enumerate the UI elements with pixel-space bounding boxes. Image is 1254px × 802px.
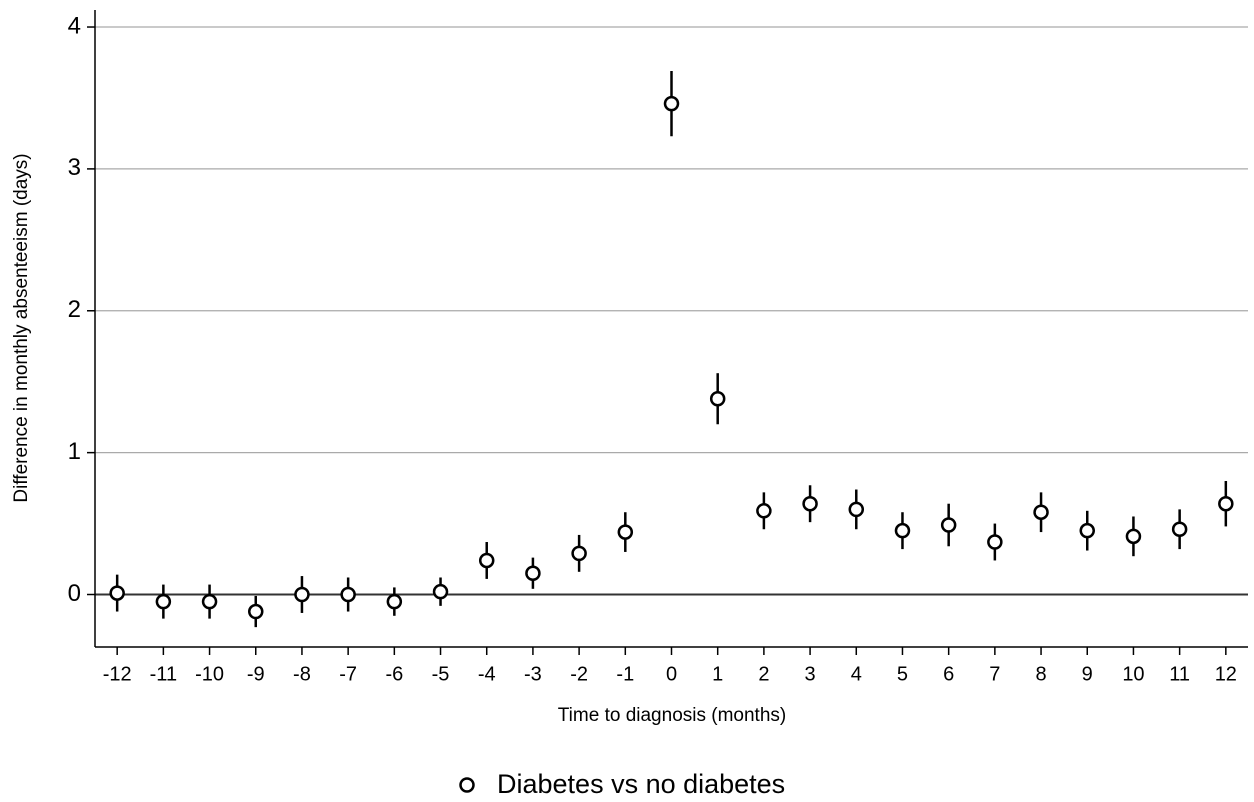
point: [478, 552, 495, 569]
point: [432, 583, 449, 600]
y-tick-label: 0: [68, 580, 81, 607]
x-tick-label: 1: [712, 663, 723, 685]
legend-label: Diabetes vs no diabetes: [497, 769, 785, 799]
x-tick-label: 12: [1215, 663, 1237, 685]
point: [109, 585, 125, 601]
x-axis-title: Time to diagnosis (months): [558, 705, 786, 726]
x-tick-label: -2: [570, 663, 588, 685]
y-tick-label: 3: [68, 154, 81, 181]
x-tick-label: 10: [1122, 663, 1144, 685]
x-tick-label: 4: [851, 663, 862, 685]
point: [1218, 495, 1234, 512]
x-tick-label: -9: [247, 663, 265, 685]
x-tick-label: -12: [103, 663, 132, 685]
point: [386, 593, 403, 610]
y-axis-title: Difference in monthly absenteeism (days): [11, 153, 32, 502]
point: [294, 586, 310, 603]
x-tick-label: -8: [293, 663, 311, 685]
x-tick-label: 9: [1082, 663, 1093, 685]
x-tick-label: -5: [432, 663, 450, 685]
x-tick-label: 0: [666, 663, 677, 685]
x-tick-label: 11: [1169, 663, 1190, 685]
x-tick-label: -1: [616, 663, 634, 685]
point: [340, 586, 356, 603]
x-tick-label: 6: [943, 663, 954, 685]
point: [709, 390, 726, 407]
point: [155, 593, 172, 610]
legend-marker: [459, 777, 475, 793]
point: [201, 593, 218, 610]
point: [1079, 522, 1095, 539]
x-tick-label: -10: [195, 663, 224, 685]
y-tick-label: 1: [68, 438, 81, 465]
point: [248, 603, 264, 620]
x-tick-label: 2: [758, 663, 769, 685]
x-tick-label: -6: [385, 663, 403, 685]
point: [940, 517, 957, 533]
x-tick-label: 5: [897, 663, 908, 685]
point: [1125, 528, 1142, 545]
point: [617, 524, 634, 540]
x-tick-label: -4: [478, 663, 496, 685]
point: [1171, 521, 1188, 537]
point: [663, 95, 680, 112]
point: [525, 565, 541, 581]
x-tick-label: 8: [1035, 663, 1046, 685]
point: [571, 545, 587, 562]
point: [1033, 504, 1049, 520]
point: [848, 501, 865, 518]
point: [894, 522, 911, 539]
x-tick-label: 7: [989, 663, 1000, 685]
x-tick-label: -3: [524, 663, 542, 685]
point: [756, 503, 772, 519]
x-tick-label: -7: [339, 663, 357, 685]
x-tick-label: -11: [150, 663, 177, 685]
point: [987, 534, 1003, 550]
y-tick-label: 2: [68, 296, 81, 323]
x-tick-label: 3: [805, 663, 816, 685]
point: [802, 495, 818, 512]
y-tick-label: 4: [68, 12, 81, 39]
